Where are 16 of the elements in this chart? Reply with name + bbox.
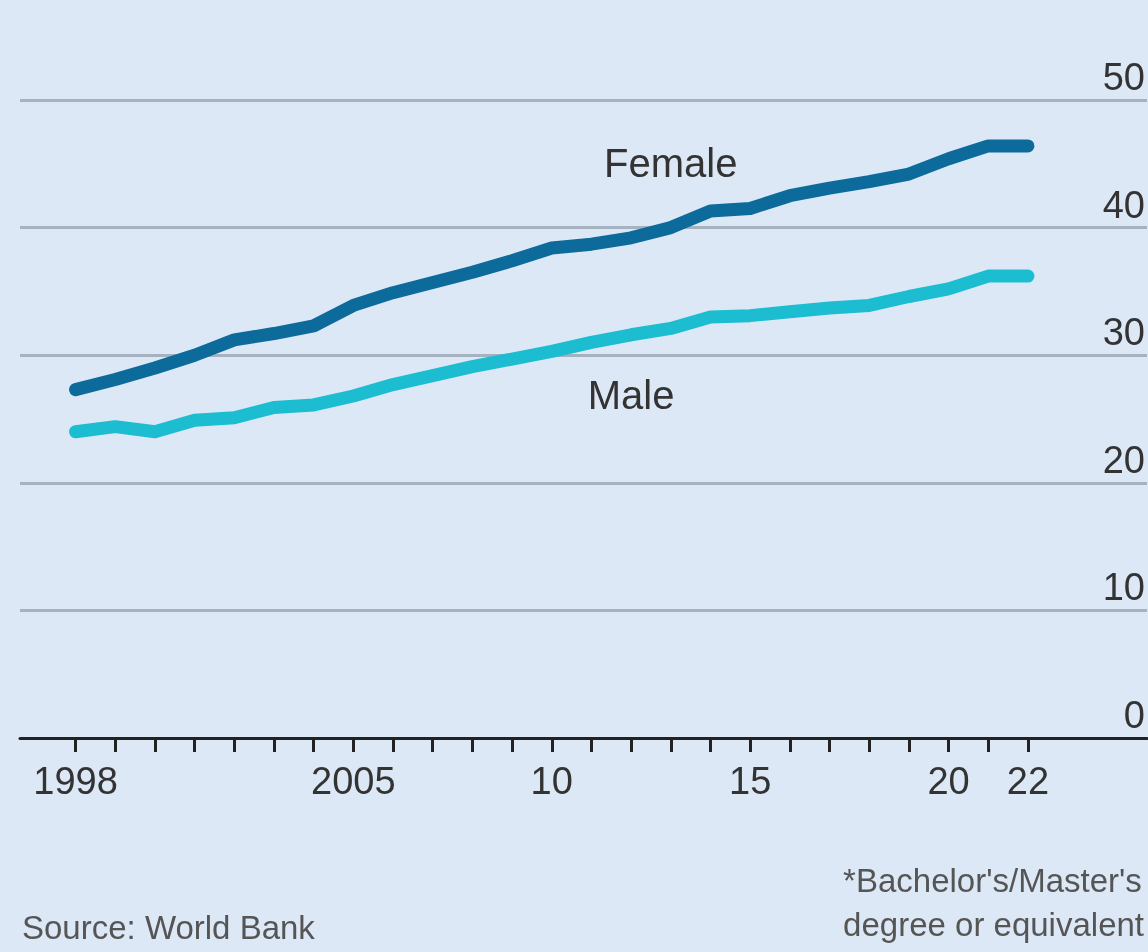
y-tick-label: 30 bbox=[1102, 311, 1145, 354]
x-tick-label: 20 bbox=[927, 760, 970, 802]
y-tick-label: 20 bbox=[1102, 438, 1145, 481]
source-note: Source: World Bank bbox=[22, 909, 316, 946]
x-tick-label: 1998 bbox=[33, 760, 118, 802]
series-label: Male bbox=[587, 372, 675, 417]
series-label: Female bbox=[604, 140, 738, 185]
text: *Bachelor's/Master's degree or equivalent bbox=[843, 861, 1145, 943]
x-tick-label: 22 bbox=[1006, 760, 1050, 802]
x-tick-label: 10 bbox=[530, 760, 573, 802]
x-tick-label: 15 bbox=[729, 760, 772, 802]
y-tick-label: 50 bbox=[1102, 56, 1145, 98]
y-tick-label: 0 bbox=[1123, 694, 1145, 736]
y-tick-label: 10 bbox=[1102, 566, 1145, 609]
y-tick-label: 40 bbox=[1102, 183, 1145, 226]
x-tick-label: 2005 bbox=[311, 760, 396, 802]
